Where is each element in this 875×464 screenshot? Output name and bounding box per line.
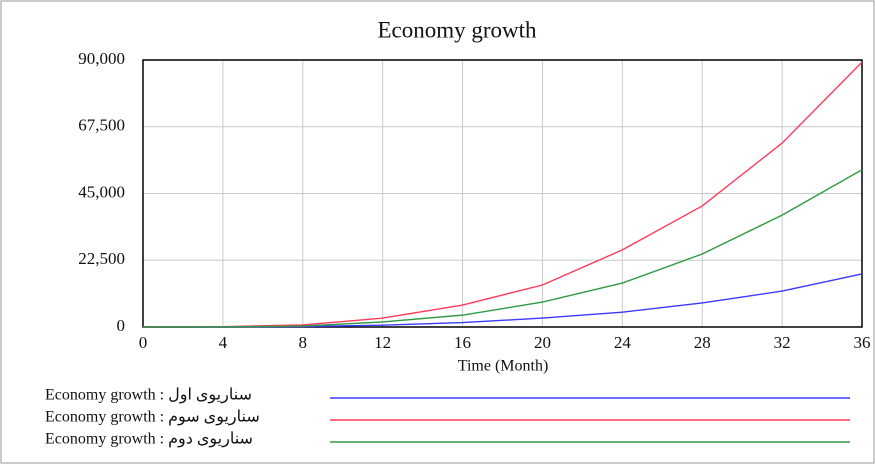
- x-tick-label: 4: [219, 333, 228, 352]
- y-tick-label: 22,500: [78, 249, 125, 268]
- y-tick-label: 67,500: [78, 116, 125, 135]
- legend-label: Economy growth : سناریوی سوم: [45, 409, 260, 426]
- plot-frame: [142, 59, 863, 328]
- y-tick-label: 0: [117, 316, 126, 335]
- x-tick-label: 12: [374, 333, 391, 352]
- x-tick-label: 32: [774, 333, 791, 352]
- legend-label: Economy growth : سناریوی اول: [45, 387, 252, 404]
- x-tick-label: 28: [694, 333, 711, 352]
- y-tick-label: 45,000: [78, 182, 125, 201]
- x-tick-label: 8: [299, 333, 308, 352]
- x-tick-label: 20: [534, 333, 551, 352]
- series-line: [142, 169, 863, 328]
- x-tick-label: 24: [614, 333, 632, 352]
- x-tick-label: 16: [454, 333, 471, 352]
- x-tick-label: 36: [854, 333, 871, 352]
- y-tick-label: 90,000: [78, 49, 125, 68]
- chart-title: Economy growth: [377, 17, 537, 42]
- x-tick-label: 0: [139, 333, 148, 352]
- x-axis-label: Time (Month): [458, 358, 549, 375]
- legend-label: Economy growth : سناریوی دوم: [45, 431, 253, 448]
